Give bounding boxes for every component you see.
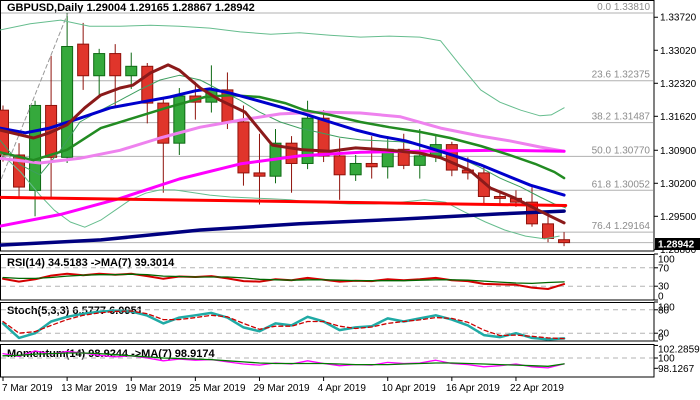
rsi-title: RSI(14) 34.5183 ->MA(7) 39.3014 xyxy=(7,257,175,269)
ma-maroon xyxy=(0,63,566,225)
candle-body xyxy=(61,45,74,158)
rsi-axis-label: 70 xyxy=(658,263,670,274)
rsi-ma-line xyxy=(2,273,565,285)
fib-level-label: 50.0 1.30770 xyxy=(592,145,651,156)
fib-level-label: 76.4 1.29164 xyxy=(592,221,651,232)
stoch-d-line xyxy=(2,310,565,340)
price-axis-label: 1.33020 xyxy=(660,46,697,57)
candle-body xyxy=(558,239,571,244)
date-axis-label: 16 Apr 2019 xyxy=(446,383,500,394)
price-axis-label: 1.30900 xyxy=(660,146,697,157)
momentum-axis-label: 98.1267 xyxy=(658,364,695,375)
overlays-layer xyxy=(0,12,568,247)
candle-body xyxy=(77,43,90,77)
candle-body xyxy=(477,172,490,197)
fib-level-label: 23.6 1.32375 xyxy=(592,70,651,81)
candle-body xyxy=(237,121,250,174)
ma-magenta xyxy=(0,148,566,228)
date-axis-label: 4 Apr 2019 xyxy=(318,383,367,394)
stoch-k-line xyxy=(1,309,566,341)
stoch-axis-label: 80 xyxy=(658,305,670,316)
candle-body xyxy=(125,65,138,77)
momentum-axis-label: 102.2859 xyxy=(658,345,700,356)
candle-body xyxy=(397,148,410,166)
ma-blue xyxy=(0,87,566,197)
date-axis-label: 19 Mar 2019 xyxy=(125,383,182,394)
stoch-title: Stoch(5,3,3) 6.5777 6.0951 xyxy=(7,305,143,317)
stoch-axis-label: 100 xyxy=(658,303,675,314)
date-axis-label: 13 Mar 2019 xyxy=(61,383,118,394)
candle-body xyxy=(365,162,378,168)
candle-body xyxy=(157,102,170,144)
fib-level-label: 61.8 1.30052 xyxy=(592,179,651,190)
momentum-ma-line xyxy=(2,352,565,367)
price-axis-label: 1.31620 xyxy=(660,112,697,123)
stoch-axis-label: 20 xyxy=(658,329,670,340)
chart-title: GBPUSD,Daily 1.29004 1.29165 1.28867 1.2… xyxy=(7,2,255,14)
stoch-panel xyxy=(0,302,655,342)
date-axis-label: 25 Mar 2019 xyxy=(189,383,246,394)
rsi-axis-label: 100 xyxy=(658,255,675,266)
price-axis-label: 1.28800 xyxy=(660,245,697,256)
price-axis-label: 1.32320 xyxy=(660,79,697,90)
trendline-dashed xyxy=(0,12,69,180)
stoch-axis-label: 0 xyxy=(658,333,664,344)
date-axis-label: 7 Mar 2019 xyxy=(2,383,53,394)
rsi-axis-label: 30 xyxy=(658,282,670,293)
fib-grid-layer: 0.0 1.33810 23.6 1.32375 38.2 1.31487 50.0 … xyxy=(1,2,653,244)
rsi-axis-label: 0 xyxy=(658,292,664,303)
date-axis-label: 22 Apr 2019 xyxy=(510,383,564,394)
candle-body xyxy=(141,65,154,104)
candle-body xyxy=(301,117,314,164)
bollinger-lower xyxy=(0,151,560,240)
candle-body xyxy=(333,155,346,176)
bid-price-tag xyxy=(655,238,700,250)
date-axis-label: 29 Mar 2019 xyxy=(253,383,310,394)
ma-green xyxy=(0,93,566,180)
candle-body xyxy=(493,195,506,199)
price-axis-label: 1.30200 xyxy=(660,179,697,190)
candle-body xyxy=(29,104,42,191)
candle-body xyxy=(109,53,122,77)
axes-layer: 1007030010080200102.285910098.12671.3372… xyxy=(2,13,700,394)
support-line-red xyxy=(0,195,568,207)
candle-body xyxy=(542,223,555,239)
indicator-panels-layer xyxy=(1,267,653,369)
price-axis-label: 1.29500 xyxy=(660,212,697,223)
bollinger-upper xyxy=(0,19,565,117)
candle-body xyxy=(413,155,426,166)
date-axis-label: 10 Apr 2019 xyxy=(382,383,436,394)
ma-navy-200 xyxy=(0,209,566,247)
candle-body xyxy=(285,142,298,164)
price-axis-label: 1.33720 xyxy=(660,13,697,24)
candle-body xyxy=(253,172,266,177)
fib-level-label: 38.2 1.31487 xyxy=(592,112,651,123)
bid-price-label: 1.28942 xyxy=(658,240,695,251)
candle-body xyxy=(93,53,106,77)
fib-level-label: 0.0 1.33810 xyxy=(597,2,650,13)
rsi-panel xyxy=(0,254,655,301)
momentum-axis-label: 100 xyxy=(658,354,675,365)
candle-body xyxy=(349,162,362,176)
momentum-panel xyxy=(0,344,655,378)
